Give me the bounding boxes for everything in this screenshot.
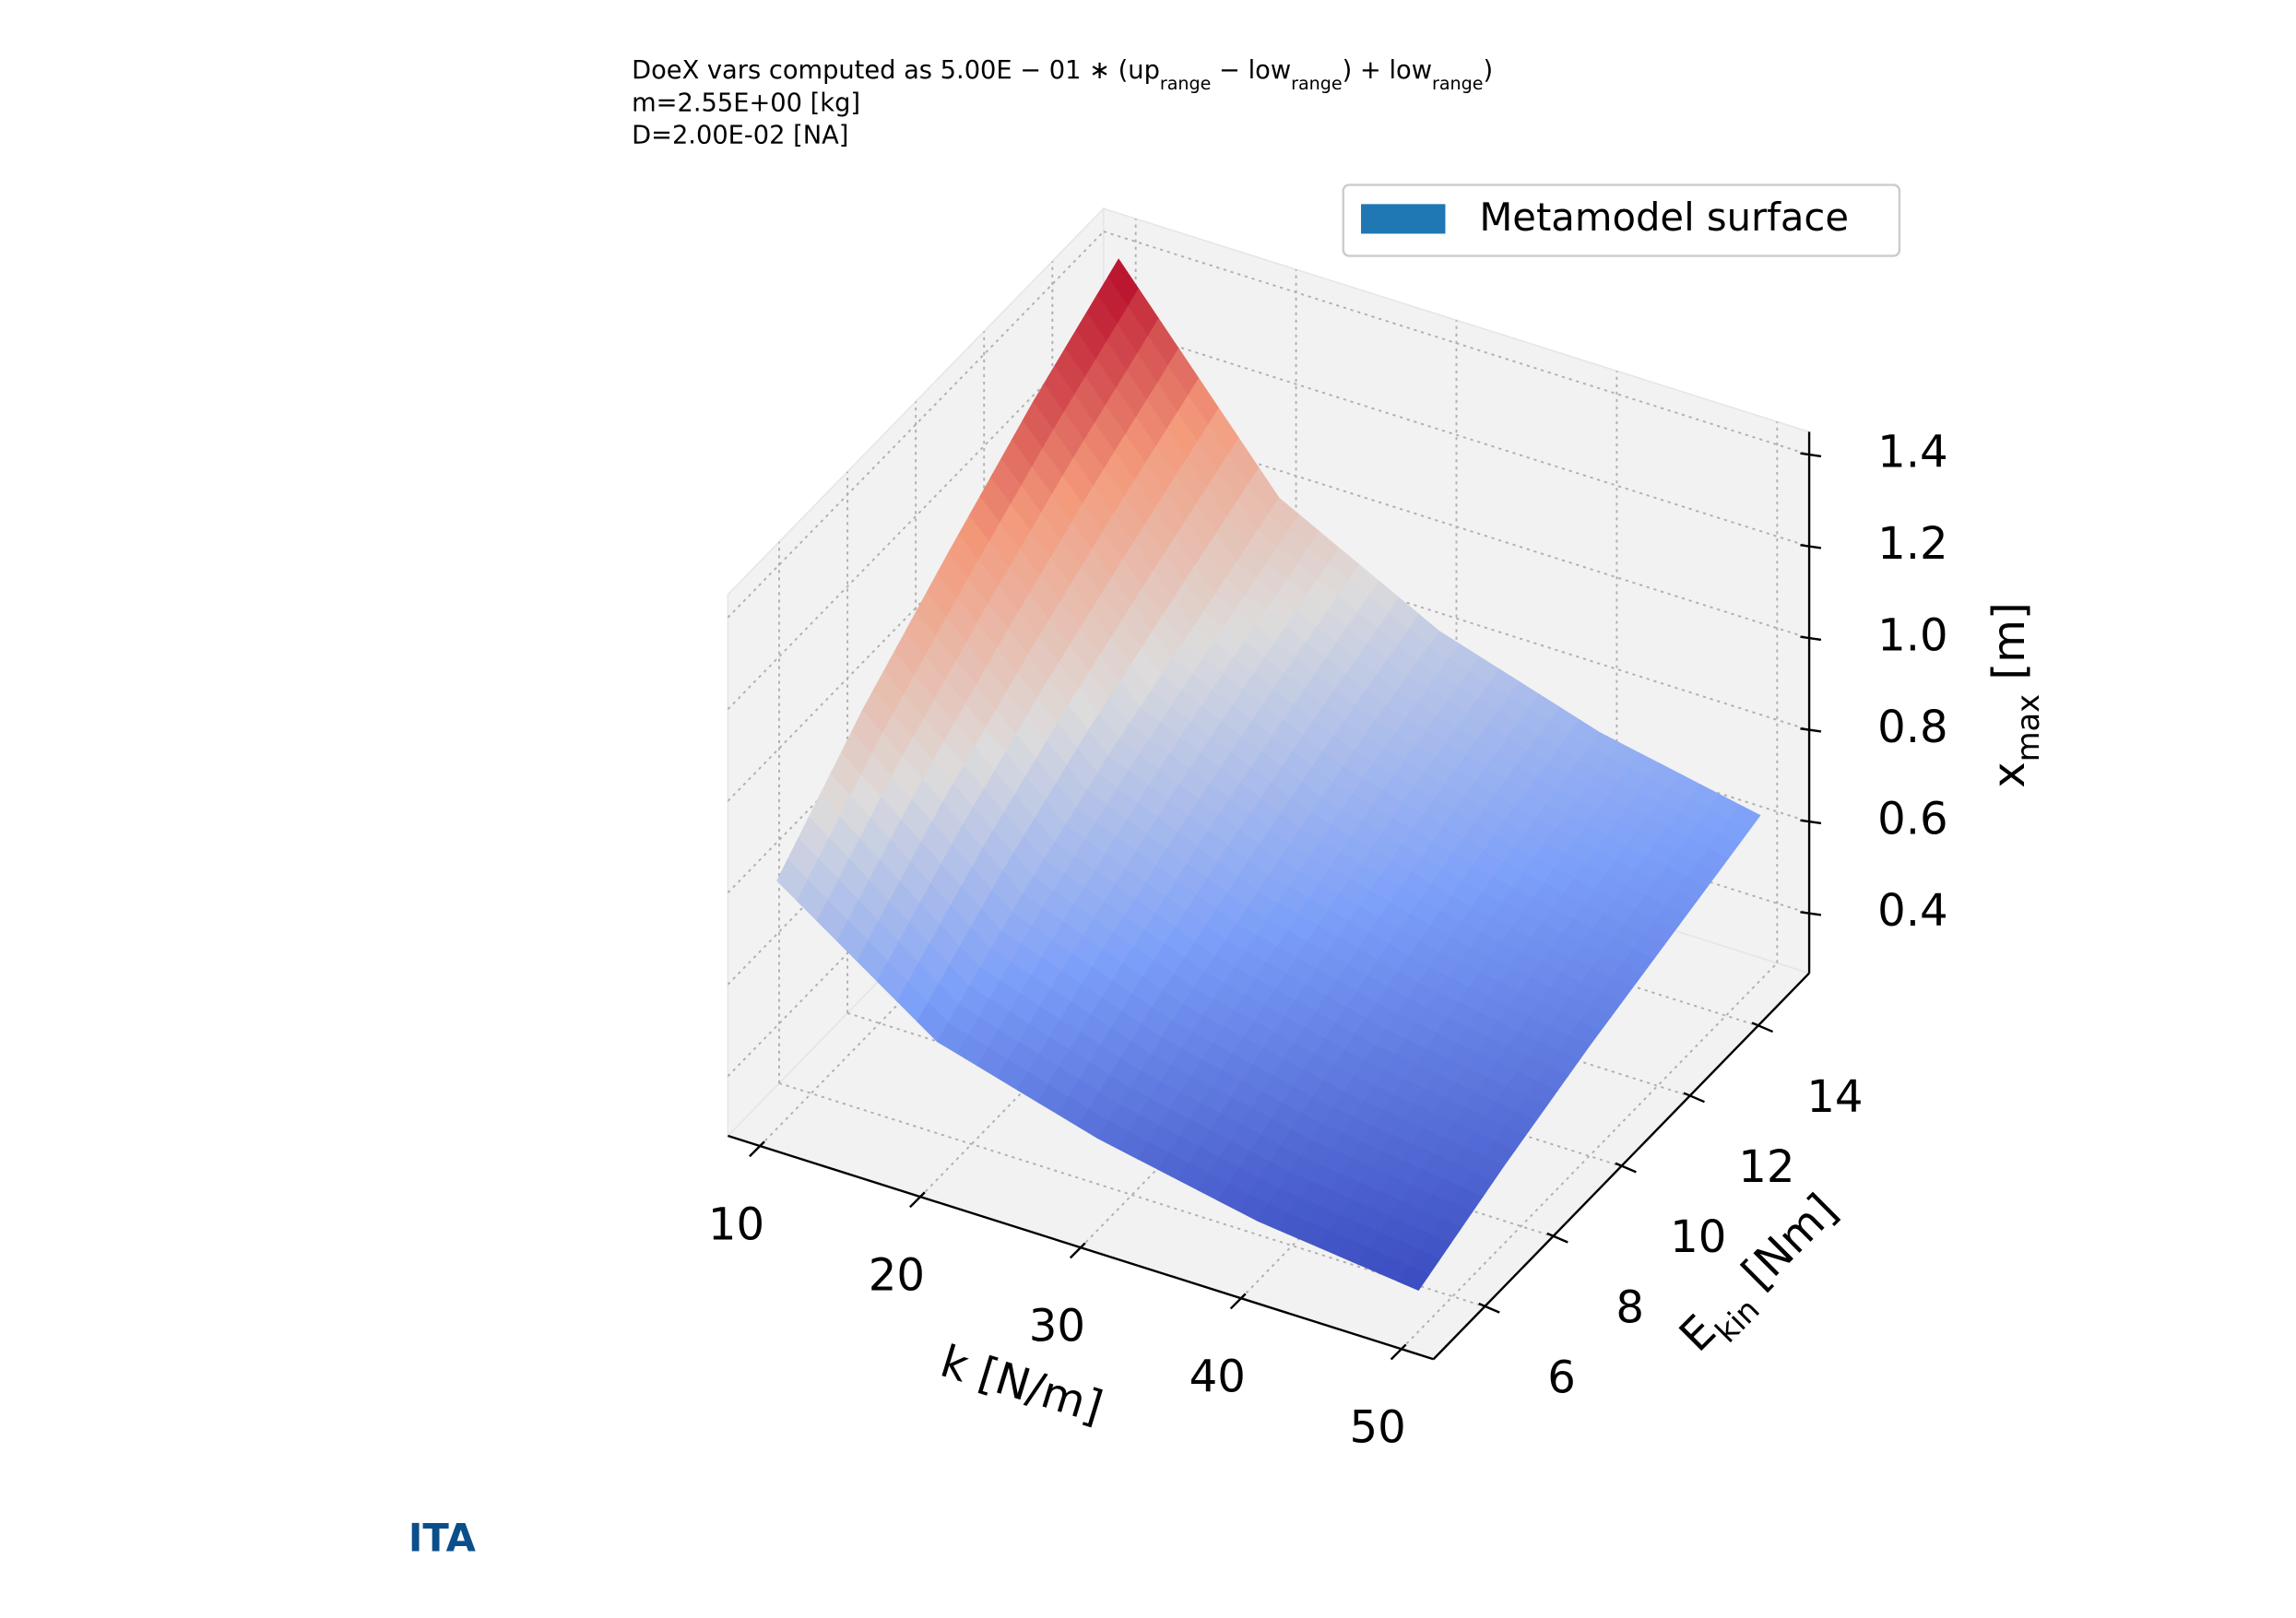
x-tick-label: 50	[1350, 1401, 1406, 1453]
y-tick-label: 12	[1738, 1141, 1794, 1193]
annotation-part: range	[1160, 73, 1211, 94]
grid-line	[919, 809, 1297, 1198]
annotation: m=2.55E+00 [kg]	[632, 89, 860, 117]
surface-cell	[1268, 750, 1515, 969]
grid-line	[727, 689, 1105, 1078]
surface-cell	[1353, 631, 1601, 849]
tick-mark	[1800, 727, 1822, 733]
logo: ITA	[408, 1516, 477, 1561]
tick-mark	[909, 1191, 926, 1209]
tick-mark	[1229, 1293, 1247, 1310]
z-axis-label: xmax [m]	[1983, 602, 2046, 788]
z-axis-label-part: x	[1983, 762, 2035, 787]
grid-line	[1103, 322, 1810, 548]
legend-label: Metamodel surface	[1479, 195, 1849, 240]
annotation-part: range	[1432, 73, 1483, 94]
z-tick-label: 1.4	[1877, 426, 1948, 478]
tick-mark	[1800, 452, 1822, 458]
x-tick-label: 10	[708, 1199, 764, 1250]
annotation-part: − low	[1211, 56, 1291, 85]
z-tick-label: 0.6	[1877, 793, 1948, 844]
grid-line	[778, 1082, 1485, 1308]
annotation-part: D=2.00E-02 [NA]	[632, 122, 848, 150]
grid-line	[1103, 505, 1810, 731]
z-tick-label: 0.8	[1877, 702, 1948, 753]
surface-cell	[1427, 846, 1675, 1047]
grid-line	[1401, 962, 1778, 1350]
surface-cell	[1022, 755, 1270, 1006]
annotation-part: ) + low	[1343, 56, 1432, 85]
tick-mark	[1800, 635, 1822, 642]
grid-line	[727, 230, 1105, 619]
grid-line	[727, 505, 1105, 893]
y-tick-label: 10	[1670, 1211, 1726, 1263]
grid-line	[1080, 860, 1458, 1248]
grid-line	[1103, 414, 1810, 640]
surface-cell	[1096, 1004, 1344, 1222]
annotation-part: )	[1483, 56, 1493, 85]
axis-line	[1432, 972, 1810, 1361]
legend-frame	[1342, 183, 1901, 257]
z-axis-label-part: [m]	[1983, 602, 2035, 694]
z-axis-label-part: max	[2010, 694, 2046, 762]
grid-line	[727, 597, 1105, 986]
tick-mark	[1069, 1242, 1086, 1259]
surface-cell	[936, 893, 1184, 1140]
surface-cell	[776, 709, 1024, 1043]
y-tick-label: 14	[1806, 1071, 1863, 1123]
tick-mark	[1683, 1092, 1705, 1104]
surface	[776, 258, 1761, 1292]
x-tick-label: 30	[1029, 1300, 1085, 1352]
surface-cell	[1257, 1091, 1505, 1292]
grid-line	[727, 414, 1105, 802]
tick-mark	[749, 1140, 765, 1158]
tick-mark	[1800, 819, 1822, 825]
annotation-part: DoeX vars computed as 5.00E − 01 ∗ (up	[632, 56, 1160, 85]
legend-swatch	[1361, 204, 1446, 234]
annotation-part: m=2.55E+00 [kg]	[632, 89, 860, 117]
tick-mark	[1390, 1343, 1407, 1361]
annotation: DoeX vars computed as 5.00E − 01 ∗ (upra…	[632, 56, 1493, 94]
surface-facet	[1397, 1265, 1430, 1292]
tick-mark	[1800, 911, 1822, 916]
surface-cell	[861, 552, 1109, 895]
z-tick-label: 0.4	[1877, 885, 1948, 937]
surface-cell	[1192, 497, 1440, 752]
surface-cell	[947, 401, 1195, 757]
tick-mark	[1800, 544, 1822, 549]
legend: Metamodel surface	[1342, 183, 1901, 257]
surface-cell	[1107, 626, 1355, 877]
annotation: D=2.00E-02 [NA]	[632, 122, 848, 150]
tick-mark	[1546, 1232, 1568, 1244]
axis-line	[728, 1134, 1434, 1361]
annotation-part: range	[1291, 73, 1342, 94]
z-tick-label: 1.2	[1877, 518, 1948, 570]
y-tick-label: 6	[1547, 1352, 1576, 1403]
grid-line	[1103, 230, 1810, 456]
tick-mark	[1615, 1162, 1637, 1174]
x-tick-label: 20	[869, 1249, 925, 1301]
grid-line	[727, 322, 1105, 710]
z-tick-label: 1.0	[1877, 609, 1948, 661]
grid-line	[759, 759, 1137, 1147]
tick-mark	[1751, 1022, 1774, 1033]
tick-mark	[1478, 1302, 1500, 1314]
x-tick-label: 40	[1189, 1351, 1246, 1402]
y-tick-label: 8	[1615, 1281, 1644, 1333]
surface-cell	[1513, 731, 1761, 932]
